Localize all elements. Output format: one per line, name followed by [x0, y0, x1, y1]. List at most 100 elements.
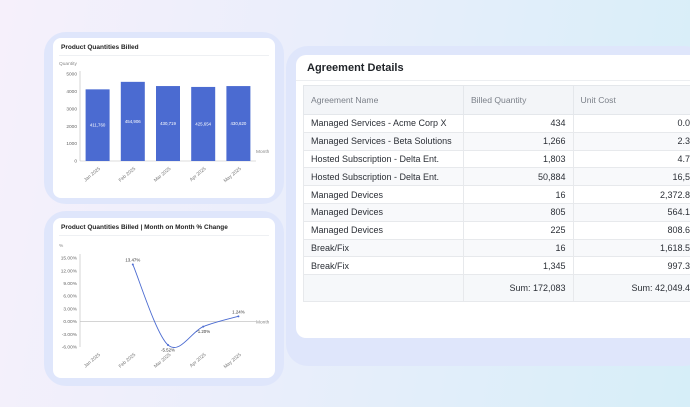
- x-tick-label: Jan 2025: [83, 166, 102, 183]
- line-point[interactable]: [237, 315, 240, 318]
- x-axis-label: Month: [256, 149, 270, 155]
- line-point[interactable]: [131, 263, 134, 266]
- line-chart-title: Product Quantities Billed | Month on Mon…: [61, 224, 228, 231]
- x-tick-label: May 2025: [223, 166, 243, 184]
- unit-cost-cell: 4.70: [572, 149, 690, 169]
- agreement-name-cell: Break/Fix: [303, 238, 464, 258]
- bar[interactable]: [156, 86, 180, 161]
- line-chart-divider: [59, 235, 269, 236]
- y-tick-label: 2000: [66, 124, 77, 130]
- x-tick-label: Mar 2025: [153, 166, 173, 184]
- billed-quantity-cell: 50,884: [462, 167, 574, 187]
- point-data-label: -1.20%: [196, 329, 210, 334]
- y-tick-label: 4000: [66, 89, 77, 95]
- unit-cost-cell: 808.64: [572, 220, 690, 240]
- y-tick-label: 3.00%: [63, 306, 77, 312]
- line-point[interactable]: [202, 325, 205, 328]
- agreement-name-cell: Hosted Subscription - Delta Ent.: [303, 167, 464, 187]
- point-data-label: 1.24%: [232, 309, 245, 314]
- table-row[interactable]: Hosted Subscription - Delta Ent. 1,803 4.7…: [303, 149, 690, 169]
- unit-cost-cell: 2.37: [572, 131, 690, 151]
- billed-quantity-cell: 225: [462, 220, 574, 240]
- line-point[interactable]: [167, 343, 169, 346]
- agreement-name-cell: Managed Services - Acme Corp X: [303, 114, 464, 133]
- column-header-agreement-name[interactable]: Agreement Name: [303, 85, 464, 115]
- y-axis-label: %: [59, 243, 64, 249]
- unit-cost-cell: 0.00: [572, 114, 690, 133]
- line-chart: % 15.00% 12.00% 9.00% 6.00% 3.00% 0.00% -3.00% -…: [59, 243, 270, 370]
- bar[interactable]: [85, 89, 110, 161]
- agreement-table: Agreement Name Billed Quantity Unit Cost…: [303, 85, 690, 303]
- point-data-label: -5.52%: [161, 347, 175, 352]
- sum-cost-cell: Sum: 42,049.44: [572, 274, 690, 303]
- y-tick-label: 0: [74, 159, 77, 165]
- details-title: Agreement Details: [307, 62, 404, 74]
- x-tick-label: Apr 2025: [189, 166, 208, 183]
- y-axis-label: Quantity: [59, 61, 77, 67]
- details-card: Agreement Details Agreement Name Billed …: [296, 55, 690, 338]
- point-data-label: 13.47%: [125, 257, 140, 262]
- x-tick-label: Apr 2025: [189, 352, 208, 369]
- x-tick-label: Feb 2025: [118, 166, 138, 184]
- x-tick-label: Mar 2025: [153, 352, 173, 370]
- bar-chart-divider: [59, 55, 269, 56]
- x-tick-label: Feb 2025: [118, 352, 138, 370]
- agreement-name-cell: Hosted Subscription - Delta Ent.: [303, 149, 464, 169]
- agreement-name-cell: Managed Services - Beta Solutions: [303, 131, 464, 151]
- unit-cost-cell: 16,58: [572, 167, 690, 187]
- y-tick-label: 3000: [66, 106, 77, 112]
- bar-data-label: 454,906: [125, 119, 141, 124]
- table-row[interactable]: Managed Services - Beta Solutions 1,266 2.…: [303, 131, 690, 151]
- sum-quantity-cell: Sum: 172,083: [462, 274, 574, 303]
- y-tick-label: -3.00%: [62, 332, 78, 338]
- billed-quantity-cell: 16: [462, 238, 574, 258]
- y-tick-label: 1000: [66, 141, 77, 147]
- bar-data-label: 430,719: [160, 121, 176, 126]
- billed-quantity-cell: 434: [462, 114, 574, 133]
- y-tick-label: 5000: [66, 72, 77, 78]
- unit-cost-cell: 564.13: [572, 202, 690, 222]
- bar-data-label: 425,654: [195, 121, 211, 126]
- unit-cost-cell: 997.37: [572, 256, 690, 276]
- line-chart-card: Product Quantities Billed | Month on Mon…: [53, 218, 275, 378]
- bar-chart: Quantity 5000 4000 3000 2000 1000 0 Month 411,76…: [59, 61, 270, 184]
- y-tick-label: -6.00%: [62, 345, 78, 351]
- details-title-divider: [296, 80, 690, 81]
- billed-quantity-cell: 1,803: [462, 149, 574, 169]
- bar-chart-card: Product Quantities Billed Quantity 5000 40…: [53, 38, 275, 198]
- y-tick-label: 9.00%: [63, 281, 77, 287]
- x-tick-label: Jan 2025: [83, 352, 102, 369]
- billed-quantity-cell: 1,345: [462, 256, 574, 276]
- sum-empty-cell: [303, 274, 464, 303]
- billed-quantity-cell: 16: [462, 185, 574, 204]
- y-tick-label: 0.00%: [63, 319, 77, 325]
- unit-cost-cell: 2,372.81: [572, 185, 690, 204]
- agreement-name-cell: Managed Devices: [303, 220, 464, 240]
- table-row[interactable]: Hosted Subscription - Delta Ent. 50,884 16…: [303, 167, 690, 187]
- bar-data-label: 430,620: [230, 121, 246, 126]
- bar-chart-title: Product Quantities Billed: [61, 44, 139, 51]
- agreement-name-cell: Managed Devices: [303, 202, 464, 222]
- agreement-name-cell: Break/Fix: [303, 256, 464, 276]
- billed-quantity-cell: 805: [462, 202, 574, 222]
- bar[interactable]: [120, 81, 145, 161]
- agreement-name-cell: Managed Devices: [303, 185, 464, 204]
- unit-cost-cell: 1,618.57: [572, 238, 690, 258]
- y-tick-label: 15.00%: [61, 256, 78, 262]
- billed-quantity-cell: 1,266: [462, 131, 574, 151]
- y-tick-label: 12.00%: [61, 268, 78, 274]
- series-line: [132, 264, 239, 348]
- bar-data-label: 411,760: [90, 123, 106, 128]
- column-header-billed-quantity[interactable]: Billed Quantity: [462, 85, 574, 115]
- y-tick-label: 6.00%: [63, 294, 77, 300]
- x-tick-label: May 2025: [223, 352, 243, 370]
- bar[interactable]: [191, 86, 216, 161]
- column-header-unit-cost[interactable]: Unit Cost: [572, 85, 690, 115]
- bar[interactable]: [226, 86, 251, 161]
